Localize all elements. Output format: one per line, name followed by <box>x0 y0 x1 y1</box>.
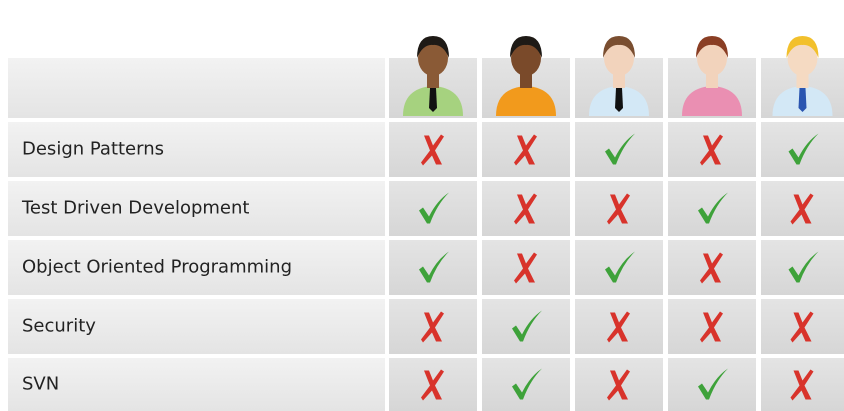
avatar-hair <box>510 36 542 58</box>
cross-mark <box>700 134 723 166</box>
avatar <box>403 36 463 116</box>
avatar-hair <box>417 36 449 58</box>
cross-mark <box>790 193 814 225</box>
avatar-body <box>496 86 556 116</box>
avatar <box>589 36 649 116</box>
cross-mark <box>607 369 630 401</box>
cross-mark <box>514 193 537 225</box>
row-label: SVN <box>22 374 59 395</box>
cross-mark <box>514 252 537 284</box>
avatar-body <box>682 86 742 116</box>
cross-mark <box>514 134 537 166</box>
avatar <box>496 36 556 116</box>
avatar-hair <box>786 36 819 58</box>
value-cell <box>575 122 663 177</box>
label-cell <box>8 122 385 177</box>
row-label: Test Driven Development <box>21 198 249 219</box>
cross-mark <box>700 311 723 343</box>
check-mark <box>512 310 542 342</box>
check-mark <box>419 192 449 224</box>
cross-mark <box>607 193 630 225</box>
avatar-hair <box>603 36 635 58</box>
value-cell <box>389 240 477 295</box>
check-mark <box>605 133 635 165</box>
row-label: Object Oriented Programming <box>22 257 292 278</box>
value-cell <box>482 299 570 354</box>
value-cell <box>668 181 756 236</box>
avatar-hair <box>696 36 728 58</box>
check-mark <box>788 133 819 165</box>
check-mark <box>788 251 819 283</box>
value-cell <box>761 240 844 295</box>
avatar-head <box>418 40 448 76</box>
label-cell <box>8 299 385 354</box>
check-mark <box>698 192 728 224</box>
value-cell <box>389 181 477 236</box>
cross-mark <box>421 134 444 166</box>
row-label: Design Patterns <box>22 139 164 160</box>
cross-mark <box>790 369 814 401</box>
value-cell <box>482 358 570 411</box>
avatar <box>772 36 833 116</box>
cross-mark <box>790 311 814 343</box>
check-mark <box>605 251 635 283</box>
label-cell <box>8 240 385 295</box>
check-mark <box>698 368 728 400</box>
avatar-head <box>604 40 634 76</box>
value-cell <box>761 122 844 177</box>
header-label-cell <box>8 58 385 118</box>
cross-mark <box>607 311 630 343</box>
avatar-head <box>697 40 727 76</box>
value-cell <box>575 240 663 295</box>
avatar-head <box>511 40 541 76</box>
cross-mark <box>700 252 723 284</box>
check-mark <box>419 251 449 283</box>
cross-mark <box>421 369 444 401</box>
avatar-head <box>787 40 818 76</box>
label-cell <box>8 181 385 236</box>
row-label: Security <box>22 316 96 337</box>
label-cell <box>8 358 385 411</box>
avatar-tie <box>615 88 623 112</box>
avatar <box>682 36 742 116</box>
avatar-tie <box>429 88 437 112</box>
cross-mark <box>421 311 444 343</box>
check-mark <box>512 368 542 400</box>
value-cell <box>668 358 756 411</box>
avatar-tie <box>798 88 807 112</box>
